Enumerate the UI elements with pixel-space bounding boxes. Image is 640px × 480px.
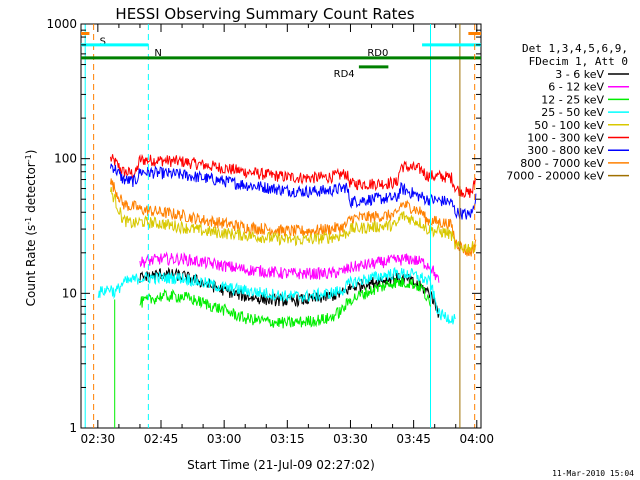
x-tick-label: 02:45: [144, 432, 179, 446]
series-25-50-kev: [84, 24, 456, 428]
series-line: [139, 277, 431, 329]
y-label-part: detector: [24, 162, 38, 217]
flag-s: S: [81, 24, 106, 428]
legend-label: 800 - 7000 keV: [520, 157, 604, 170]
y-axis-label: Count Rate (s-1 detector-1): [24, 150, 39, 307]
y-label-part: Count Rate (s: [24, 225, 38, 307]
legend-label: 7000 - 20000 keV: [506, 170, 604, 183]
legend-label: 3 - 6 keV: [555, 68, 604, 81]
y-label-sup: -1: [24, 217, 33, 225]
x-tick-label: 03:15: [270, 432, 305, 446]
legend-label: 100 - 300 keV: [527, 132, 604, 145]
timestamp: 11-Mar-2010 15:04: [552, 469, 634, 478]
plot-area: [80, 23, 482, 429]
y-label-part: ): [24, 150, 38, 155]
series-6-12-kev: [139, 251, 440, 283]
y-tick-label: 1: [69, 421, 77, 435]
series-line: [110, 153, 477, 198]
flag-rd4: RD4: [334, 65, 389, 80]
legend-header-line: Det 1,3,4,5,6,9,: [522, 42, 628, 55]
y-tick-label: 10: [62, 286, 77, 300]
flag-extra: [468, 24, 481, 428]
series-100-300-kev: [110, 153, 477, 198]
series-line: [110, 163, 477, 220]
legend-label: 300 - 800 keV: [527, 144, 604, 157]
series-800-7000-kev: [110, 178, 477, 257]
axis-layer: 02:30 02:45 03:00 03:15 03:30 03:45 04:00 1 10 10…: [46, 17, 494, 446]
series-layer: [84, 24, 477, 428]
flag-rd0: RD0: [81, 48, 481, 60]
x-tick-label: 04:00: [459, 432, 494, 446]
legend-label: 25 - 50 keV: [541, 106, 604, 119]
flag-label: RD4: [334, 69, 355, 80]
series-12-25-kev: [114, 277, 431, 428]
flag-label: N: [154, 48, 161, 59]
legend-label: 6 - 12 keV: [548, 81, 604, 94]
x-tick-label: 03:45: [396, 432, 431, 446]
series-line: [97, 266, 456, 325]
flag-label: S: [100, 37, 106, 48]
flag-layer: S N RD0 RD4: [81, 24, 481, 428]
series-line: [139, 251, 440, 283]
chart-title: HESSI Observing Summary Count Rates: [115, 5, 414, 23]
x-axis-label: Start Time (21-Jul-09 02:27:02): [187, 458, 375, 472]
x-tick-label: 03:00: [207, 432, 242, 446]
series-300-800-kev: [110, 163, 477, 220]
legend-label: 12 - 25 keV: [541, 93, 604, 106]
legend-header-line: FDecim 1, Att 0: [529, 55, 628, 68]
x-tick-label: 03:30: [333, 432, 368, 446]
flag-label: RD0: [367, 48, 388, 59]
legend: Det 1,3,4,5,6,9, FDecim 1, Att 0 3 - 6 k…: [506, 42, 629, 183]
series-line: [110, 178, 477, 257]
y-tick-label: 1000: [46, 17, 77, 31]
y-tick-label: 100: [54, 152, 77, 166]
flag-n: N: [81, 24, 481, 428]
y-label-sup: -1: [24, 154, 33, 162]
series-50-100-kev: [110, 187, 477, 254]
x-tick-label: 02:30: [81, 432, 116, 446]
legend-label: 50 - 100 keV: [534, 119, 604, 132]
plot-frame: [80, 23, 482, 429]
series-line: [110, 187, 477, 254]
